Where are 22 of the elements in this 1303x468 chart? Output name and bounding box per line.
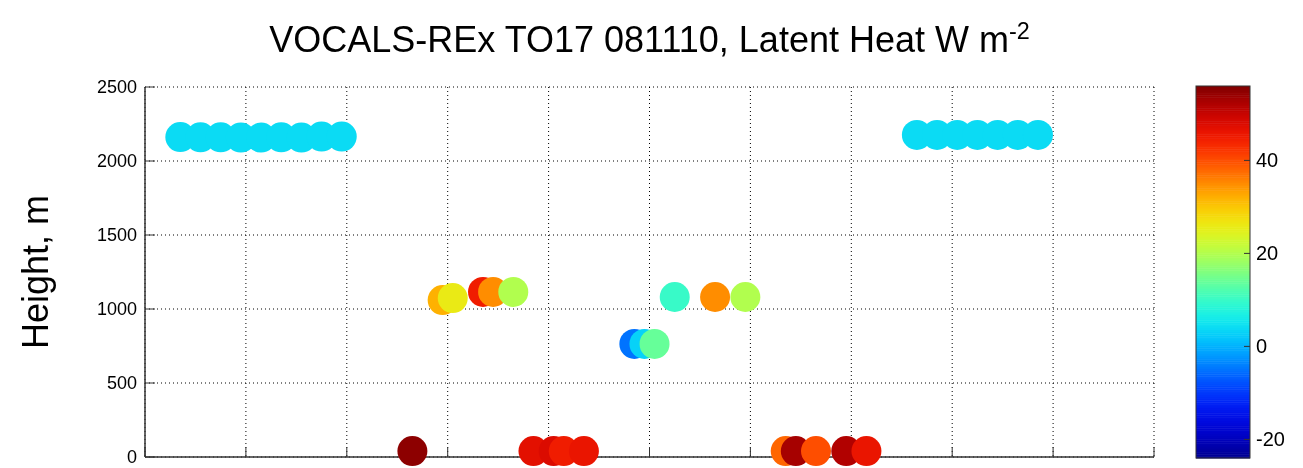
color-bar-label: 40 xyxy=(1256,149,1279,172)
color-bar-label: 0 xyxy=(1256,335,1268,358)
point xyxy=(851,436,882,467)
point xyxy=(639,328,670,359)
point xyxy=(397,436,428,467)
color-bar-label: 20 xyxy=(1256,242,1279,265)
point xyxy=(498,276,529,307)
point xyxy=(568,436,599,467)
y-tick-label: 1000 xyxy=(96,299,137,320)
y-tick-label: 0 xyxy=(126,447,137,468)
point xyxy=(437,283,468,314)
y-tick-label: 2000 xyxy=(96,151,137,172)
y-tick-label: 500 xyxy=(106,373,137,394)
point xyxy=(730,282,761,313)
y-tick-label: 1500 xyxy=(96,225,137,246)
y-tick-label: 2500 xyxy=(96,77,137,98)
point xyxy=(659,282,690,313)
color-bar-label: -20 xyxy=(1256,428,1285,451)
point xyxy=(800,436,831,467)
chart-title: VOCALS-REx TO17 081110, Latent Heat W m$^{-2}$ xyxy=(269,18,1030,60)
point xyxy=(700,282,731,313)
y-axis-title: Height, m xyxy=(15,194,56,350)
